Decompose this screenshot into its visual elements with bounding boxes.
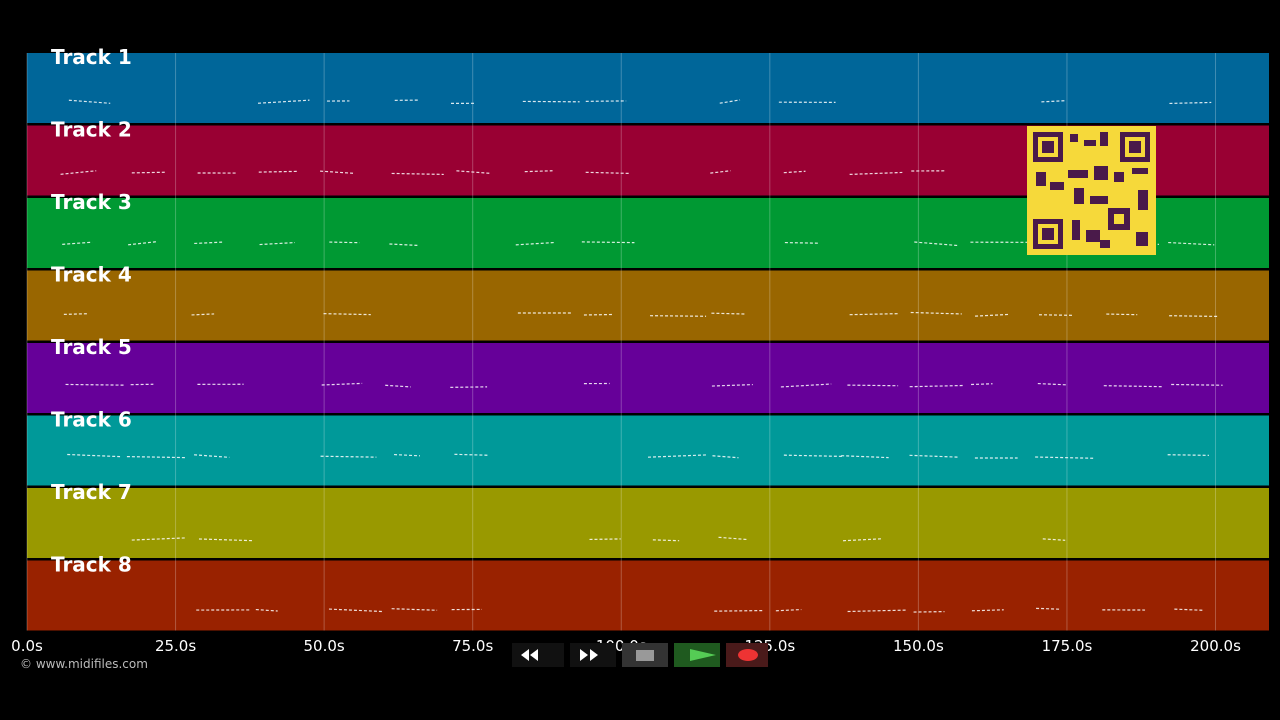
note-trace <box>328 608 383 613</box>
track-label: Track 1 <box>51 45 132 69</box>
note-trace <box>784 241 819 244</box>
note-trace <box>714 609 764 612</box>
note-trace <box>1036 607 1061 610</box>
note-trace <box>910 311 962 315</box>
note-trace <box>589 538 621 541</box>
note-trace <box>909 454 960 458</box>
track-label: Track 2 <box>51 118 132 142</box>
track-lane <box>27 488 1269 558</box>
time-tick-label: 200.0s <box>1190 637 1241 655</box>
note-trace <box>971 383 993 386</box>
note-trace <box>711 312 746 315</box>
track-lane <box>27 415 1269 486</box>
note-trace <box>68 99 111 104</box>
note-trace <box>259 241 296 246</box>
note-trace <box>775 608 802 612</box>
track-lane <box>27 270 1269 341</box>
note-trace <box>585 171 630 175</box>
track-label: Track 5 <box>51 335 132 359</box>
note-trace <box>849 313 899 316</box>
note-trace <box>255 608 278 612</box>
note-trace <box>1169 315 1219 318</box>
play-icon <box>690 649 716 661</box>
track-lane <box>27 343 1269 413</box>
note-trace <box>1169 101 1212 105</box>
note-trace <box>1038 314 1073 316</box>
track-label: Track 7 <box>51 480 132 504</box>
note-trace <box>1041 100 1066 103</box>
note-trace <box>712 455 739 459</box>
track-lane <box>27 53 1269 123</box>
note-trace <box>914 241 958 247</box>
note-trace <box>780 383 832 388</box>
note-trace <box>454 453 488 456</box>
track-label: Track 4 <box>51 263 132 287</box>
note-trace <box>131 537 186 541</box>
note-trace <box>710 170 731 174</box>
note-trace <box>193 454 230 458</box>
note-trace <box>1106 313 1138 316</box>
forward-icon <box>580 649 598 661</box>
note-trace <box>60 170 97 175</box>
note-trace <box>1168 241 1215 246</box>
note-trace <box>191 313 215 316</box>
note-trace <box>258 170 299 173</box>
note-trace <box>391 608 438 611</box>
note-trace <box>385 384 411 388</box>
note-trace <box>320 455 377 458</box>
note-trace <box>1042 538 1066 541</box>
note-trace <box>971 609 1004 612</box>
track-lane <box>27 560 1269 631</box>
track-label: Track 8 <box>51 553 132 577</box>
note-trace <box>650 315 707 317</box>
note-trace <box>711 383 753 387</box>
time-tick-label: 0.0s <box>11 637 43 655</box>
record-icon <box>738 649 758 661</box>
note-trace <box>456 170 491 174</box>
time-tick-label: 50.0s <box>304 637 345 655</box>
track-label: Track 3 <box>51 190 132 214</box>
note-trace <box>849 171 903 176</box>
track-label: Track 6 <box>51 408 132 432</box>
note-trace <box>909 384 964 388</box>
note-trace <box>198 538 253 542</box>
qr-code <box>1027 126 1156 255</box>
time-tick-label: 25.0s <box>155 637 196 655</box>
grid <box>26 53 1217 631</box>
rewind-icon <box>521 649 538 661</box>
note-trace <box>652 539 680 542</box>
notes <box>60 99 1223 613</box>
note-trace <box>320 170 355 175</box>
note-trace <box>841 455 889 459</box>
note-trace <box>847 384 899 387</box>
time-tick-label: 150.0s <box>893 637 944 655</box>
note-trace <box>323 313 371 316</box>
time-tick-label: 175.0s <box>1042 637 1093 655</box>
note-trace <box>67 453 121 458</box>
note-trace <box>1167 454 1209 456</box>
note-trace <box>515 241 556 246</box>
copyright: © www.midifiles.com <box>20 657 148 671</box>
note-trace <box>63 313 89 316</box>
note-trace <box>329 241 360 244</box>
note-trace <box>719 99 741 104</box>
note-trace <box>975 313 1010 317</box>
note-trace <box>1171 383 1223 386</box>
note-trace <box>394 453 420 457</box>
time-tick-label: 75.0s <box>452 637 493 655</box>
note-trace <box>843 538 882 542</box>
note-trace <box>62 241 93 245</box>
note-trace <box>321 382 363 386</box>
transport <box>512 643 768 667</box>
note-trace <box>131 171 165 174</box>
note-trace <box>391 172 444 176</box>
note-trace <box>257 99 310 104</box>
stop-icon <box>636 650 654 661</box>
note-trace <box>783 170 806 174</box>
note-trace <box>581 241 635 244</box>
